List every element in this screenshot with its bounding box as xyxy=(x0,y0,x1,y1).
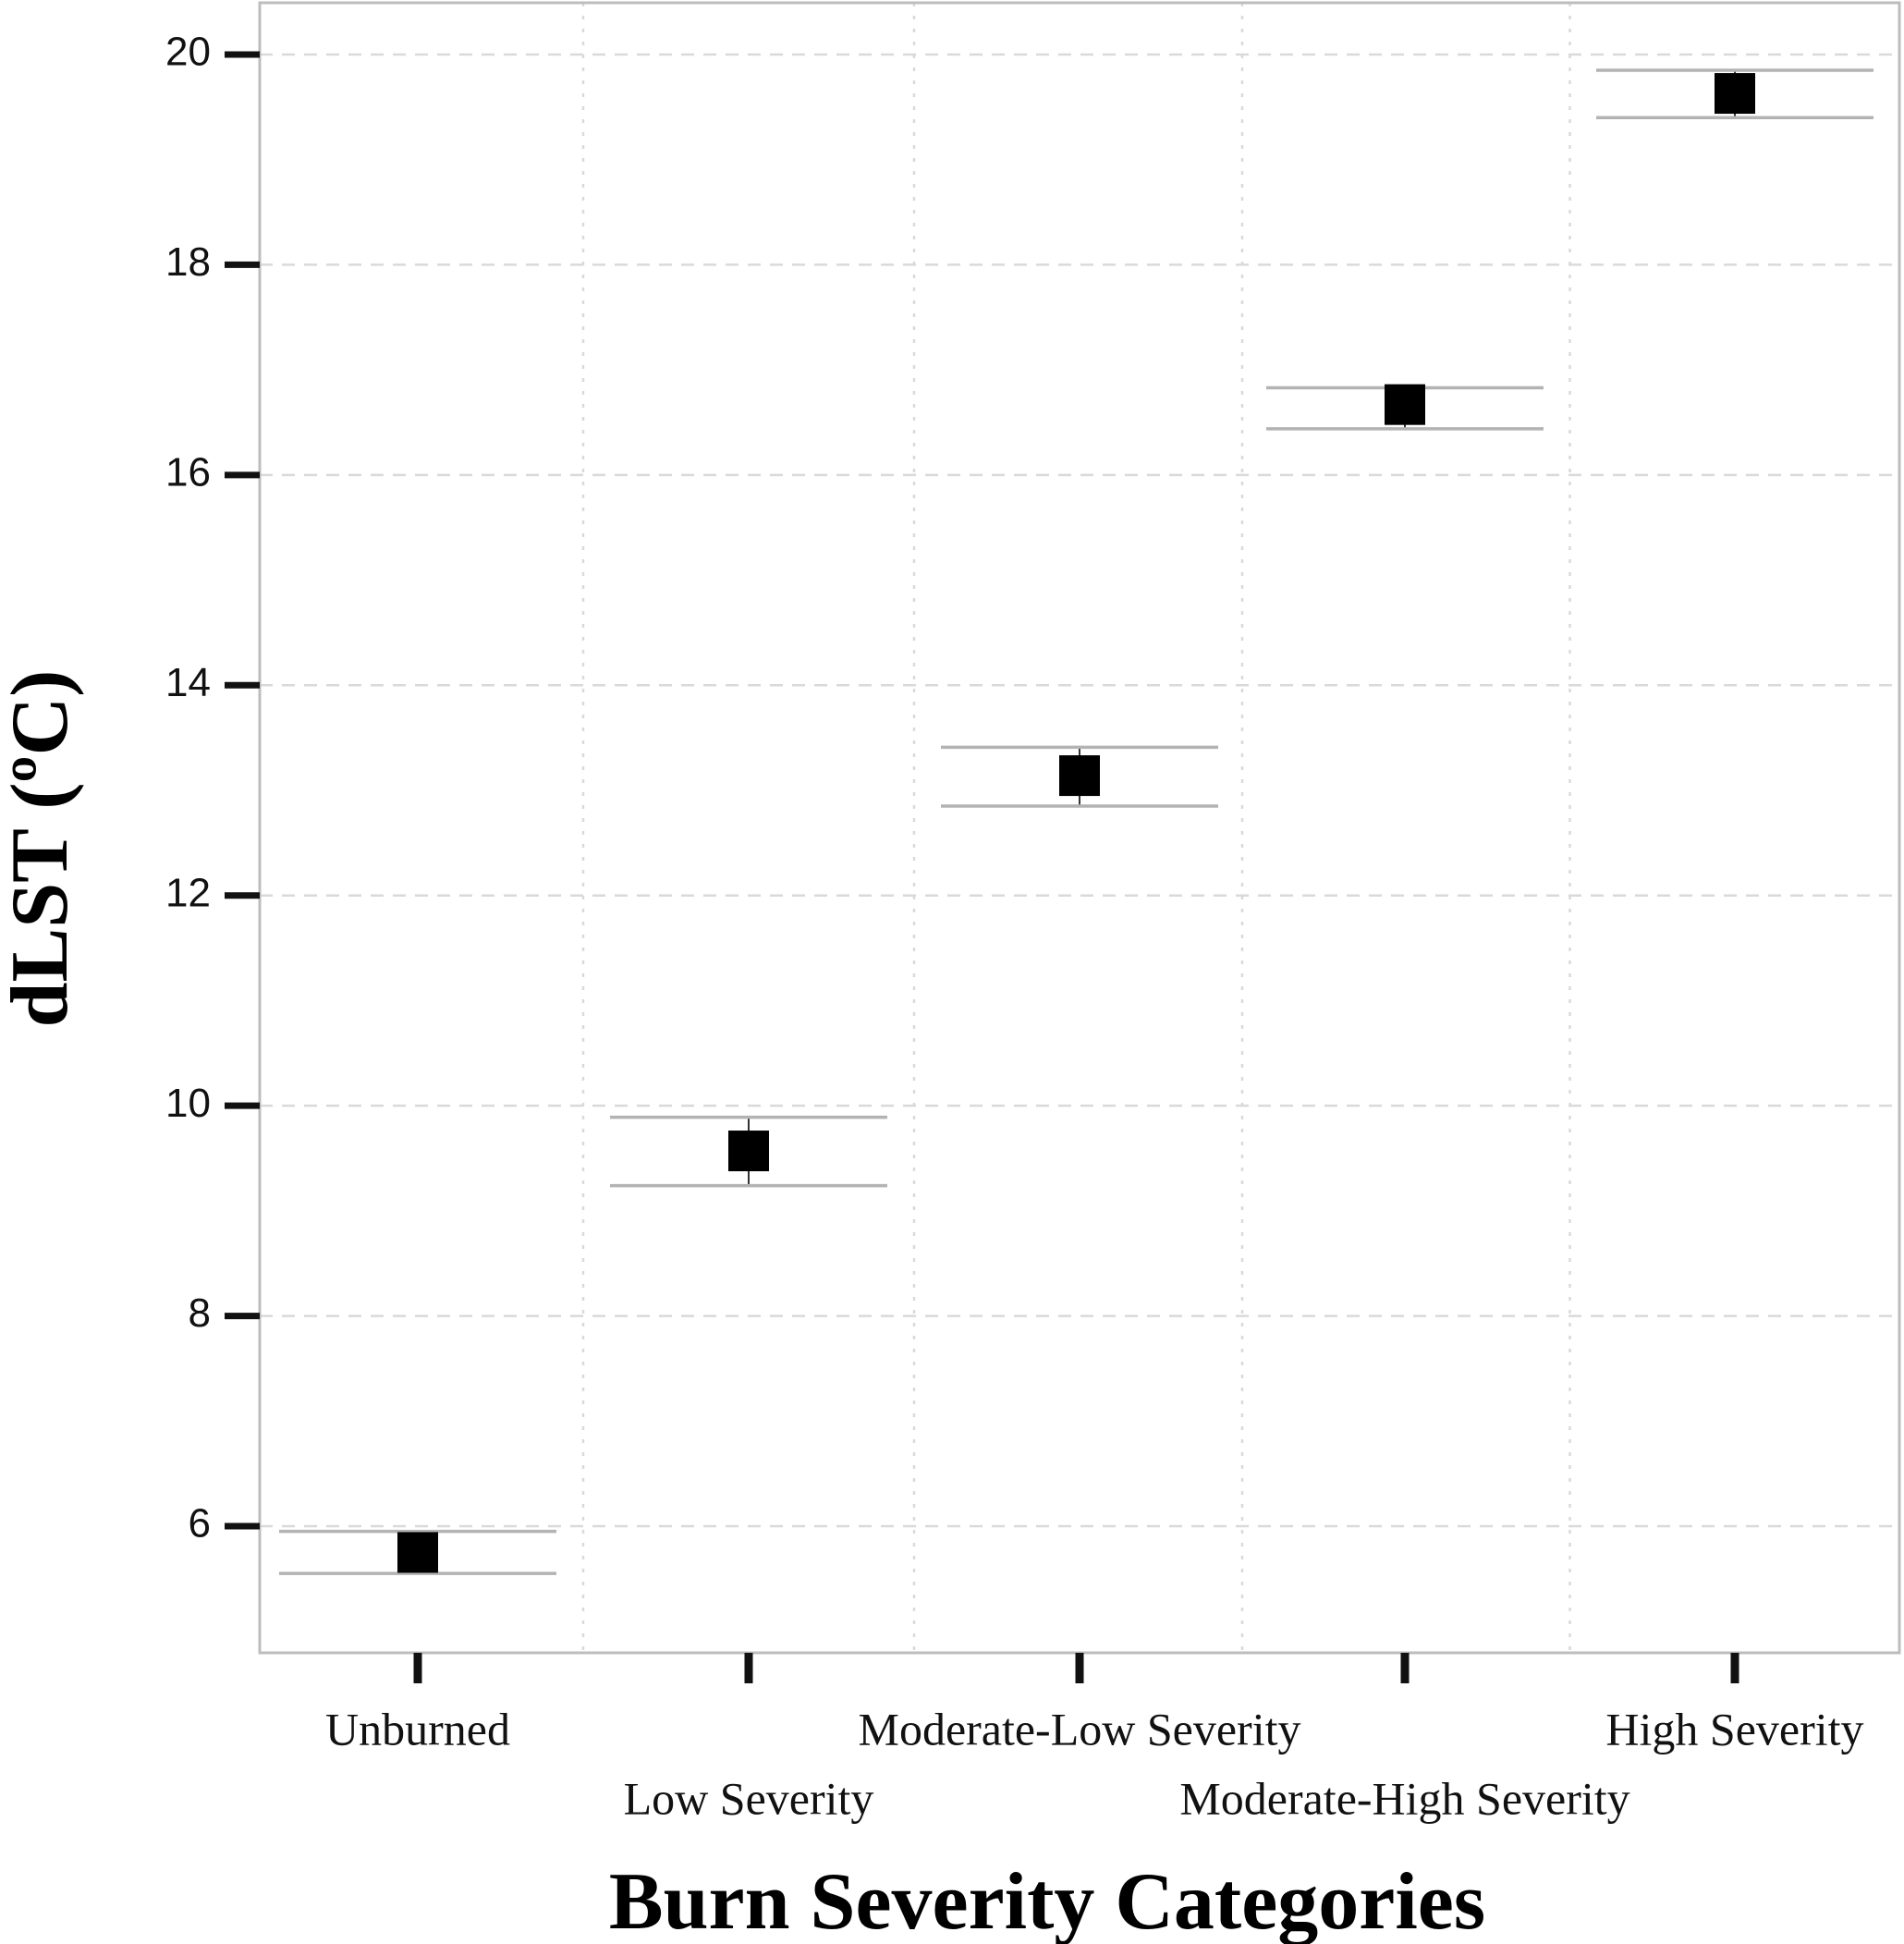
data-point-marker xyxy=(397,1532,438,1573)
y-tick-label: 14 xyxy=(165,660,211,705)
x-tick-label: High Severity xyxy=(1605,1703,1863,1754)
y-tick-label: 16 xyxy=(165,449,211,495)
data-point-group xyxy=(941,745,1218,808)
y-tick-label: 6 xyxy=(189,1501,211,1547)
data-point-group xyxy=(1596,68,1873,119)
data-point-group xyxy=(279,1529,556,1575)
plot-frame xyxy=(258,1,1901,1655)
data-point-group xyxy=(1266,384,1544,431)
data-point-marker xyxy=(1715,73,1755,115)
data-point-marker xyxy=(728,1131,769,1172)
data-point-marker xyxy=(1385,384,1425,425)
data-point-marker xyxy=(1059,755,1100,797)
data-point-group xyxy=(610,1115,887,1188)
x-tick-label: Moderate-Low Severity xyxy=(858,1703,1300,1754)
y-tick-label: 8 xyxy=(189,1290,211,1336)
x-tick-label: Unburned xyxy=(325,1703,510,1754)
y-tick-label: 20 xyxy=(165,30,211,75)
y-tick-label: 10 xyxy=(165,1081,211,1126)
x-tick-label: Low Severity xyxy=(624,1772,874,1824)
grid-layer xyxy=(260,3,1899,1653)
marks-layer xyxy=(279,68,1873,1575)
x-tick-label: Moderate-High Severity xyxy=(1179,1772,1629,1824)
x-axis-title: Burn Severity Categories xyxy=(609,1857,1485,1944)
axis-layer: 6 8 10 12 14 16 18 20 Unburned Low Severity Modera… xyxy=(165,30,1864,1825)
y-tick-label: 18 xyxy=(165,239,211,285)
y-axis-title: dLST (ºC) xyxy=(0,670,85,1028)
y-tick-label: 12 xyxy=(165,870,211,915)
